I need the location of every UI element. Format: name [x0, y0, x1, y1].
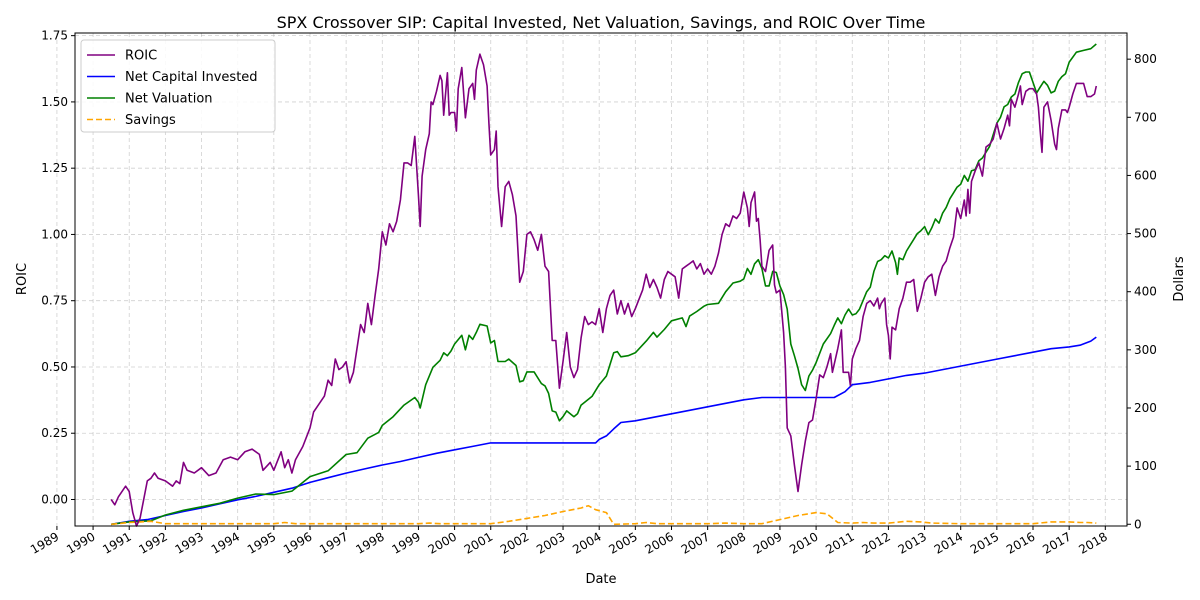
y-left-tick-label: 1.25	[41, 161, 68, 175]
legend-box	[80, 39, 276, 133]
y-right-tick-label: 200	[1134, 401, 1157, 415]
series-roic-line	[110, 53, 1098, 527]
series-net-capital-invested-line	[111, 336, 1097, 526]
legend-label-net-valuation: Net Valuation	[125, 92, 213, 107]
y-left-tick-label: 0.50	[41, 360, 68, 374]
grid-lines	[56, 33, 1127, 526]
y-left-tick-label: 0.75	[41, 294, 68, 308]
legend: ROIC Net Capital Invested Net Valuation Sav…	[80, 39, 276, 133]
legend-label-net-capital-invested: Net Capital Invested	[125, 70, 258, 85]
y-right-tick-label: 800	[1134, 52, 1157, 66]
plot-frame	[74, 32, 1128, 527]
y-right-tick-label: 600	[1134, 168, 1157, 182]
y-right-tick-label: 400	[1134, 285, 1157, 299]
chart-title: SPX Crossover SIP: Capital Invested, Net…	[277, 13, 926, 32]
series-layer	[110, 43, 1098, 527]
y-right-tick-label: 300	[1134, 343, 1157, 357]
legend-label-roic: ROIC	[125, 49, 157, 64]
y-right-tick-label: 500	[1134, 227, 1157, 241]
y-left-tick-label: 1.00	[41, 227, 68, 241]
y-axis-right: 0 100 200 300 400 500 600 700 800	[1127, 52, 1157, 531]
y-left-tick-label: 1.75	[41, 29, 68, 43]
y-left-tick-label: 0.00	[41, 492, 68, 506]
y-left-tick-label: 0.25	[41, 426, 68, 440]
legend-label-savings: Savings	[125, 113, 176, 128]
y-right-tick-label: 0	[1134, 517, 1142, 531]
series-savings-line	[111, 504, 1097, 526]
y-left-tick-label: 1.50	[41, 95, 68, 109]
y-right-tick-label: 700	[1134, 110, 1157, 124]
y-axis-left-label: ROIC	[15, 263, 30, 295]
x-axis-label: Date	[585, 572, 616, 587]
y-right-tick-label: 100	[1134, 459, 1157, 473]
y-axis-right-label: Dollars	[1172, 256, 1187, 301]
y-axis-left: 0.00 0.25 0.50 0.75 1.00 1.25 1.50 1.75	[41, 29, 75, 506]
